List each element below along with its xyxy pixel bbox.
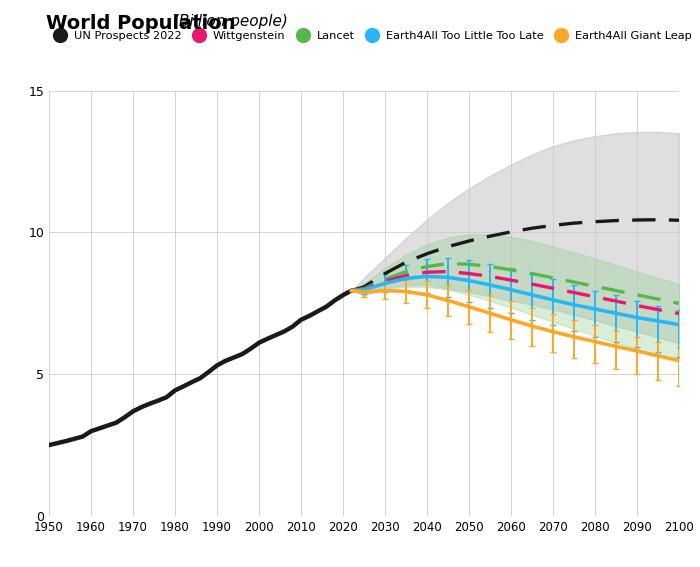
Text: (Billion people): (Billion people) [168,14,288,29]
Legend: UN Prospects 2022, Wittgenstein, Lancet, Earth4All Too Little Too Late, Earth4Al: UN Prospects 2022, Wittgenstein, Lancet,… [48,31,692,40]
Text: World Population: World Population [46,14,235,33]
